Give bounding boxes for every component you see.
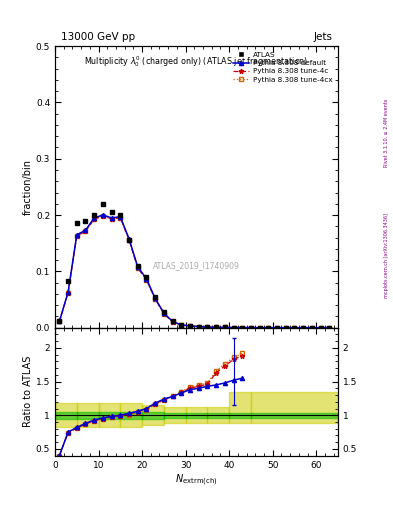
Text: 13000 GeV pp: 13000 GeV pp [61,32,135,42]
Y-axis label: Ratio to ATLAS: Ratio to ATLAS [23,356,33,428]
X-axis label: $N_{\rm extrm(ch)}$: $N_{\rm extrm(ch)}$ [175,472,218,488]
Y-axis label: fraction/bin: fraction/bin [23,159,33,215]
Text: Multiplicity $\lambda_0^0$ (charged only) (ATLAS jet fragmentation): Multiplicity $\lambda_0^0$ (charged only… [84,55,309,70]
Text: ATLAS_2019_I1740909: ATLAS_2019_I1740909 [153,261,240,270]
Text: Jets: Jets [313,32,332,42]
Legend: ATLAS, Pythia 8.308 default, Pythia 8.308 tune-4c, Pythia 8.308 tune-4cx: ATLAS, Pythia 8.308 default, Pythia 8.30… [231,50,334,85]
Text: Rivet 3.1.10, ≥ 2.4M events: Rivet 3.1.10, ≥ 2.4M events [384,99,389,167]
Text: mcplots.cern.ch [arXiv:1306.3436]: mcplots.cern.ch [arXiv:1306.3436] [384,214,389,298]
